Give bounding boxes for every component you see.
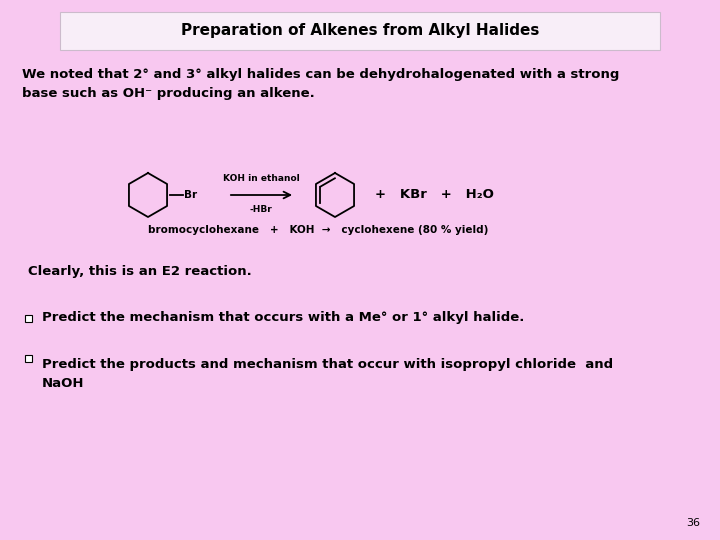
Text: +   KBr   +   H₂O: + KBr + H₂O	[375, 188, 494, 201]
Text: 36: 36	[686, 518, 700, 528]
Text: Predict the mechanism that occurs with a Me° or 1° alkyl halide.: Predict the mechanism that occurs with a…	[42, 312, 524, 325]
Text: Br: Br	[184, 190, 197, 200]
Text: Preparation of Alkenes from Alkyl Halides: Preparation of Alkenes from Alkyl Halide…	[181, 24, 539, 38]
Text: bromocyclohexane   +   KOH  →   cyclohexene (80 % yield): bromocyclohexane + KOH → cyclohexene (80…	[148, 225, 488, 235]
Bar	[24, 314, 32, 321]
Text: Predict the products and mechanism that occur with isopropyl chloride  and
NaOH: Predict the products and mechanism that …	[42, 358, 613, 390]
Bar	[60, 12, 660, 50]
Text: KOH in ethanol: KOH in ethanol	[222, 174, 300, 183]
Text: We noted that 2° and 3° alkyl halides can be dehydrohalogenated with a strong
ba: We noted that 2° and 3° alkyl halides ca…	[22, 68, 619, 100]
Text: -HBr: -HBr	[250, 205, 272, 214]
Text: Clearly, this is an E2 reaction.: Clearly, this is an E2 reaction.	[28, 266, 252, 279]
Bar	[24, 354, 32, 361]
